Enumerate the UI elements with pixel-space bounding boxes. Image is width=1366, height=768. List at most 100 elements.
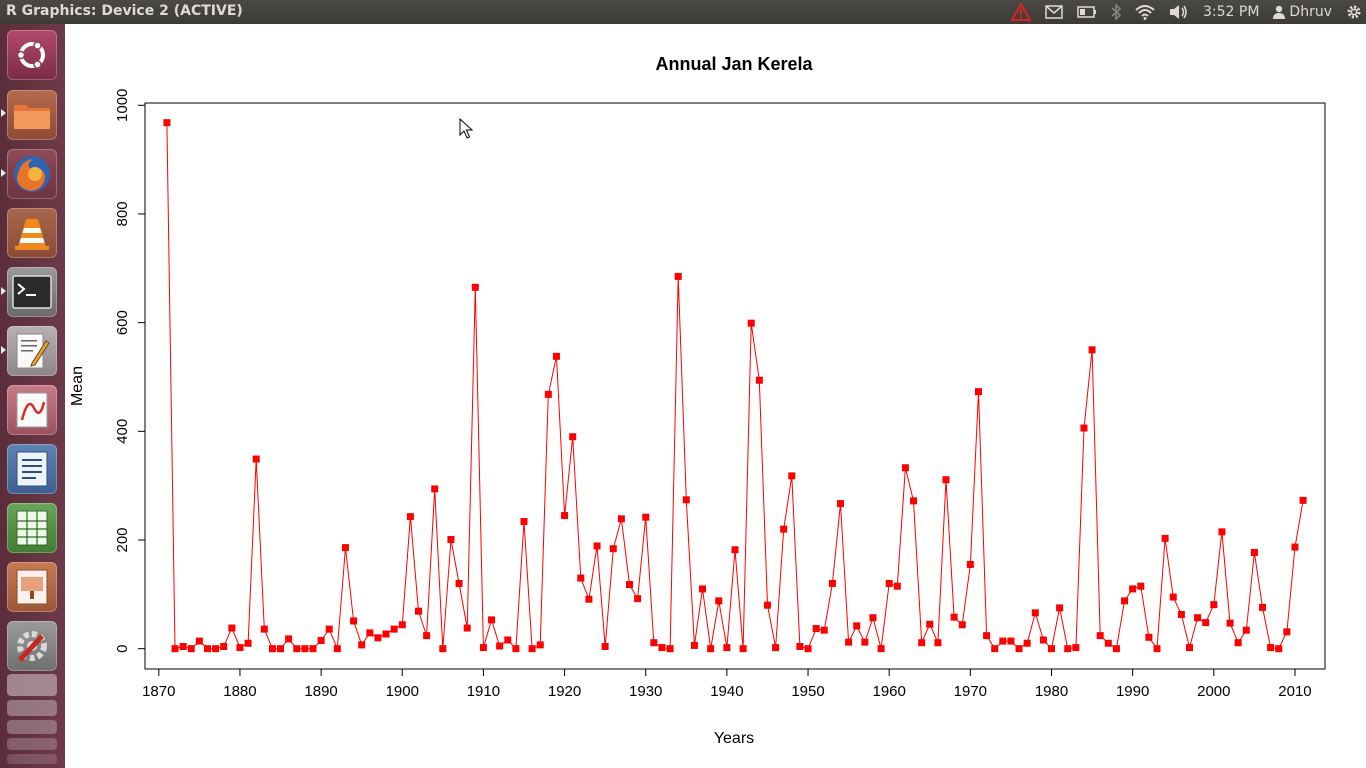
vlc-launcher[interactable] — [7, 208, 57, 258]
data-point — [561, 512, 569, 520]
y-tick-label: 200 — [114, 527, 131, 552]
folder-icon — [14, 105, 50, 129]
document-viewer-launcher[interactable] — [7, 385, 57, 435]
data-point — [642, 513, 650, 521]
x-tick-label: 1980 — [1035, 683, 1068, 700]
volume-icon[interactable] — [1169, 4, 1189, 20]
x-tick-label: 1970 — [954, 683, 987, 700]
y-tick-label: 600 — [114, 310, 131, 335]
plot-window: Annual Jan Kerela Years Mean 1870 1880 189… — [65, 24, 1366, 768]
data-point — [1112, 645, 1120, 653]
data-point — [974, 388, 982, 396]
settings-icon — [17, 631, 47, 662]
warning-icon[interactable] — [1011, 3, 1031, 21]
writer-launcher[interactable] — [7, 444, 57, 494]
data-point — [991, 645, 999, 653]
data-point — [650, 639, 658, 647]
running-indicator — [1, 346, 6, 354]
bluetooth-icon[interactable] — [1111, 4, 1121, 20]
data-point — [1291, 543, 1299, 551]
data-point — [674, 272, 682, 280]
battery-icon[interactable] — [1077, 6, 1097, 18]
impress-launcher[interactable] — [7, 562, 57, 612]
launcher-overflow[interactable] — [7, 674, 57, 768]
data-point — [634, 595, 642, 603]
data-point — [325, 625, 333, 633]
data-point — [496, 642, 504, 650]
data-point — [260, 625, 268, 633]
data-point — [569, 433, 577, 441]
data-point — [220, 643, 228, 651]
y-axis-label: Mean — [69, 366, 86, 406]
data-point — [918, 639, 926, 647]
x-tick-label: 1910 — [467, 683, 500, 700]
calc-launcher[interactable] — [7, 503, 57, 553]
running-indicator — [1, 109, 6, 117]
data-point — [731, 546, 739, 554]
chart-title: Annual Jan Kerela — [655, 54, 813, 74]
writer-icon — [16, 451, 48, 487]
data-point — [934, 639, 942, 647]
data-point — [837, 500, 845, 508]
data-point — [1194, 614, 1202, 622]
data-point — [1007, 637, 1015, 645]
mouse-cursor-icon — [459, 118, 473, 139]
data-point — [625, 581, 633, 589]
data-point — [853, 622, 861, 630]
dash-home-button[interactable] — [7, 30, 57, 80]
data-point — [471, 283, 479, 291]
data-point — [601, 643, 609, 651]
text-editor-launcher[interactable] — [7, 326, 57, 376]
vlc-cone-icon — [15, 219, 49, 250]
data-point — [585, 595, 593, 603]
data-point — [1088, 346, 1096, 354]
data-point — [512, 645, 520, 653]
mail-icon[interactable] — [1045, 5, 1063, 19]
files-launcher[interactable] — [7, 90, 57, 140]
top-panel: R Graphics: Device 2 (ACTIVE) 3:52 PM Dh… — [0, 0, 1366, 24]
gear-icon[interactable] — [1346, 4, 1362, 20]
x-tick-label: 1920 — [548, 683, 581, 700]
ubuntu-logo-icon — [16, 41, 45, 69]
data-point — [1064, 645, 1072, 653]
data-point — [1299, 496, 1307, 504]
user-menu[interactable]: Dhruv — [1273, 4, 1332, 20]
data-point — [350, 617, 358, 625]
data-point — [788, 472, 796, 480]
running-indicator — [1, 169, 6, 177]
terminal-icon — [12, 275, 52, 309]
clock[interactable]: 3:52 PM — [1203, 4, 1260, 20]
data-point — [593, 542, 601, 550]
data-point — [958, 621, 966, 629]
terminal-launcher[interactable] — [7, 267, 57, 317]
text-editor-icon — [16, 333, 50, 369]
window-title: R Graphics: Device 2 (ACTIVE) — [6, 3, 243, 19]
data-point — [1031, 609, 1039, 617]
data-point — [812, 625, 820, 633]
data-point — [414, 607, 422, 615]
data-point — [1015, 645, 1023, 653]
data-point — [1048, 645, 1056, 653]
data-point — [171, 645, 179, 653]
data-point — [1267, 644, 1275, 652]
data-point — [301, 645, 309, 653]
indicator-area: 3:52 PM Dhruv — [1011, 0, 1362, 24]
x-tick-label: 1940 — [710, 683, 743, 700]
firefox-icon — [14, 156, 50, 192]
plot-frame — [144, 102, 1326, 670]
data-point — [212, 645, 220, 653]
data-point — [358, 641, 366, 649]
data-point — [666, 645, 674, 653]
x-axis-label: Years — [714, 730, 754, 747]
data-point — [861, 638, 869, 646]
data-point — [1202, 619, 1210, 627]
firefox-launcher[interactable] — [7, 149, 57, 199]
x-tick-label: 1870 — [142, 683, 175, 700]
y-tick-label: 800 — [114, 201, 131, 226]
data-point — [658, 644, 666, 652]
system-settings-launcher[interactable] — [7, 621, 57, 671]
data-point — [1153, 645, 1161, 653]
data-point — [285, 635, 293, 643]
wifi-icon[interactable] — [1135, 4, 1155, 20]
line-chart: Annual Jan Kerela Years Mean 1870 1880 189… — [69, 54, 1326, 747]
